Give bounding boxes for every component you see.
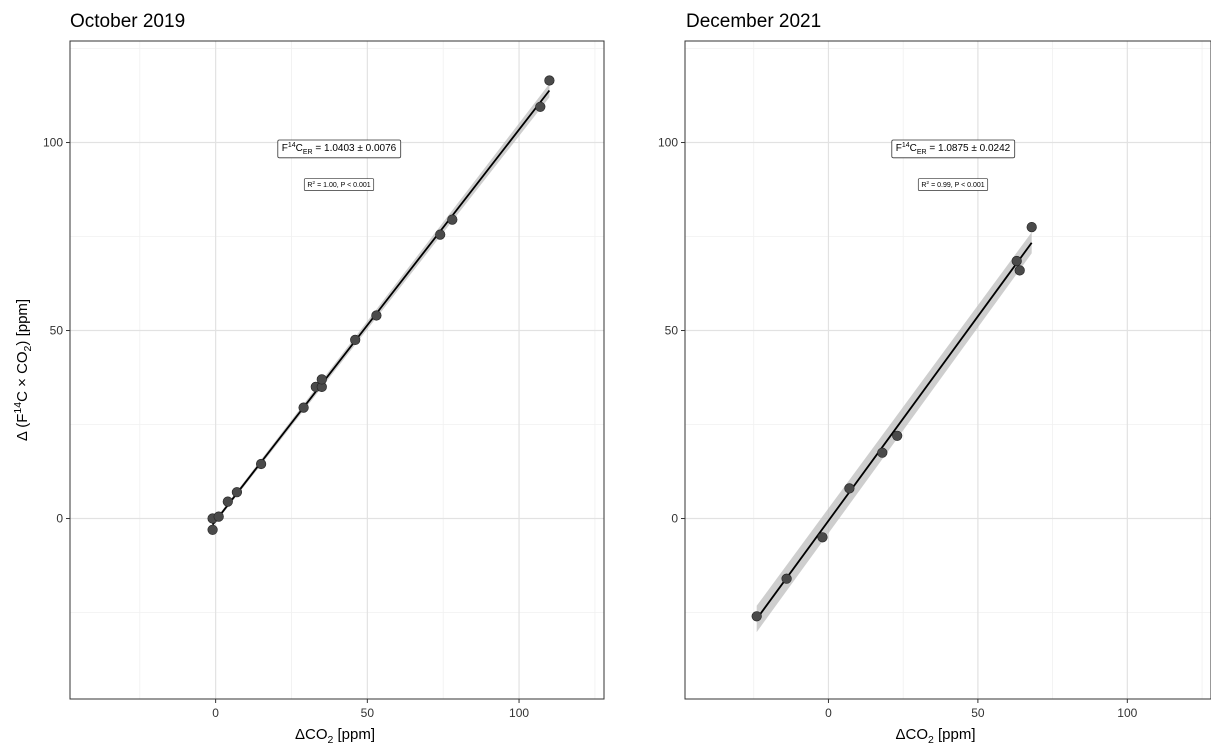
data-point — [892, 430, 903, 441]
annotation-stats: R2 = 0.99, P < 0.001 — [921, 180, 984, 189]
annotation-slope: F14CER = 1.0403 ± 0.0076 — [282, 142, 397, 156]
data-point — [781, 573, 792, 584]
data-point — [435, 229, 446, 240]
annotation-slope-box — [891, 139, 1016, 159]
annotation-stats-box — [917, 178, 989, 191]
data-point — [535, 101, 546, 112]
annotation-slope-box — [277, 139, 402, 159]
regression-line — [756, 242, 1033, 620]
data-point — [316, 374, 327, 385]
y-tick-label: 0 — [56, 512, 63, 526]
x-tick-label: 50 — [361, 706, 375, 720]
panel-border — [69, 40, 605, 700]
panel-title: December 2021 — [686, 11, 821, 32]
annotation-stats-box — [303, 178, 375, 191]
data-point — [298, 402, 309, 413]
data-point — [213, 511, 224, 522]
x-axis-label: ΔCO2 [ppm] — [295, 726, 375, 743]
data-point — [544, 75, 555, 86]
y-tick-label: 100 — [658, 136, 678, 150]
data-point — [447, 214, 458, 225]
panel-october-2019: 0 50 100 0 50 100 October 2019 ΔCO2 [ppm] Δ (F14… — [12, 11, 605, 743]
y-tick-label: 0 — [671, 512, 678, 526]
data-point — [231, 487, 242, 498]
y-tick-label: 100 — [43, 136, 63, 150]
data-points — [751, 222, 1037, 622]
annotation-slope: F14CER = 1.0875 ± 0.0242 — [896, 142, 1011, 156]
data-point — [1026, 222, 1037, 233]
data-point — [256, 458, 267, 470]
data-point — [371, 310, 382, 321]
data-point — [844, 483, 855, 494]
data-point — [207, 524, 218, 535]
panel-december-2021: 0 50 100 0 50 100 December 2021 ΔCO2 [ppm] F14CE… — [658, 11, 1211, 743]
data-point — [350, 334, 361, 346]
panel-title: October 2019 — [70, 11, 185, 32]
data-points — [207, 75, 555, 535]
x-axis-label: ΔCO2 [ppm] — [895, 726, 975, 743]
regression-line — [211, 89, 551, 526]
y-tick-label: 50 — [50, 324, 64, 338]
x-tick-label: 100 — [509, 706, 529, 720]
panel-border — [684, 40, 1211, 700]
data-point — [1011, 255, 1022, 267]
data-point — [817, 532, 828, 543]
data-point — [1014, 265, 1025, 276]
gridlines — [685, 41, 1211, 699]
data-point — [877, 447, 888, 458]
x-tick-label: 50 — [971, 706, 985, 720]
data-point — [751, 611, 762, 622]
x-tick-label: 0 — [825, 706, 832, 720]
x-tick-label: 0 — [212, 706, 219, 720]
annotation-stats: R2 = 1.00, P < 0.001 — [307, 180, 370, 189]
data-point — [222, 496, 233, 507]
x-tick-label: 100 — [1117, 706, 1137, 720]
y-axis-label: Δ (F14C × CO2) [ppm] — [12, 299, 34, 441]
y-tick-label: 50 — [665, 324, 679, 338]
